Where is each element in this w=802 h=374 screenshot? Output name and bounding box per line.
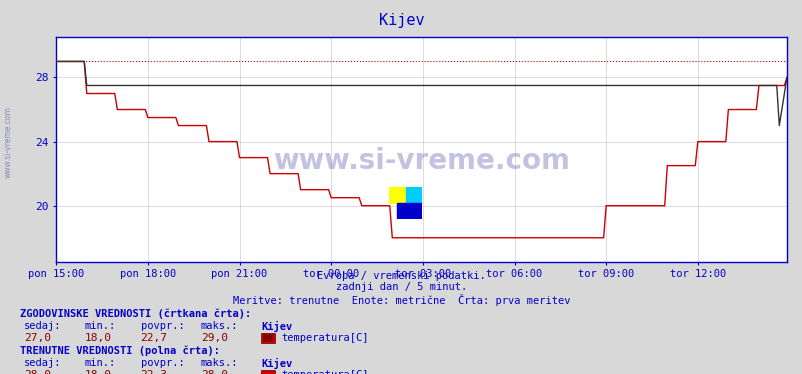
- Text: www.si-vreme.com: www.si-vreme.com: [273, 147, 569, 175]
- Text: www.si-vreme.com: www.si-vreme.com: [3, 106, 13, 178]
- Text: 22,3: 22,3: [140, 370, 168, 374]
- Text: sedaj:: sedaj:: [24, 321, 62, 331]
- Text: Evropa / vremenski podatki.: Evropa / vremenski podatki.: [317, 271, 485, 281]
- Text: 22,7: 22,7: [140, 333, 168, 343]
- Text: min.:: min.:: [84, 358, 115, 368]
- Text: 28,0: 28,0: [24, 370, 51, 374]
- Text: povpr.:: povpr.:: [140, 358, 184, 368]
- Text: temperatura[C]: temperatura[C]: [282, 370, 369, 374]
- Text: zadnji dan / 5 minut.: zadnji dan / 5 minut.: [335, 282, 467, 292]
- Text: maks.:: maks.:: [200, 358, 238, 368]
- Text: maks.:: maks.:: [200, 321, 238, 331]
- Text: temperatura[C]: temperatura[C]: [282, 333, 369, 343]
- Bar: [389, 187, 405, 203]
- Text: 27,0: 27,0: [24, 333, 51, 343]
- Text: 18,0: 18,0: [84, 370, 111, 374]
- Text: povpr.:: povpr.:: [140, 321, 184, 331]
- Text: Kijev: Kijev: [261, 321, 292, 332]
- Text: 18,0: 18,0: [84, 333, 111, 343]
- Text: 29,0: 29,0: [200, 333, 228, 343]
- Text: Kijev: Kijev: [261, 358, 292, 369]
- Text: ZGODOVINSKE VREDNOSTI (črtkana črta):: ZGODOVINSKE VREDNOSTI (črtkana črta):: [20, 309, 251, 319]
- Text: min.:: min.:: [84, 321, 115, 331]
- Text: Kijev: Kijev: [379, 13, 423, 28]
- Text: TRENUTNE VREDNOSTI (polna črta):: TRENUTNE VREDNOSTI (polna črta):: [20, 346, 220, 356]
- Bar: [397, 203, 421, 219]
- Text: sedaj:: sedaj:: [24, 358, 62, 368]
- Text: 28,0: 28,0: [200, 370, 228, 374]
- Text: Meritve: trenutne  Enote: metrične  Črta: prva meritev: Meritve: trenutne Enote: metrične Črta: …: [233, 294, 569, 306]
- Bar: [405, 187, 421, 203]
